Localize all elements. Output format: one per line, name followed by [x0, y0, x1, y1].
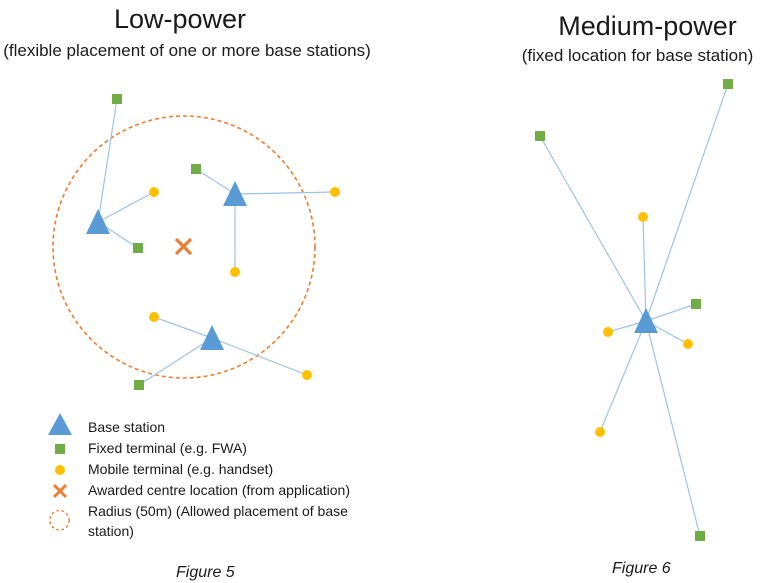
base-station-icon — [48, 413, 72, 435]
mobile-terminal — [330, 187, 340, 197]
legend-item-fixed-terminal: Fixed terminal (e.g. FWA) — [48, 438, 408, 458]
base-station — [634, 308, 658, 333]
medium-power-subtitle: (fixed location for base station) — [521, 46, 754, 65]
legend-item-radius: Radius (50m) (Allowed placement of base … — [48, 501, 378, 541]
medium-power-mobile-terminals — [595, 212, 693, 437]
link — [97, 191, 155, 223]
legend-label: Awarded centre location (from applicatio… — [88, 482, 350, 498]
fixed-terminal — [191, 164, 201, 174]
mobile-terminal — [230, 267, 240, 277]
allowed-placement-radius — [52, 115, 316, 379]
low-power-base-stations — [86, 181, 247, 350]
low-power-fixed-terminals — [112, 94, 201, 390]
base-station — [86, 209, 110, 234]
base-station — [200, 325, 224, 350]
mobile-terminal-icon — [55, 465, 65, 475]
mobile-terminal — [302, 370, 312, 380]
mobile-terminal — [638, 212, 648, 222]
fixed-terminal — [691, 299, 701, 309]
legend-item-mobile-terminal: Mobile terminal (e.g. handset) — [48, 459, 408, 479]
figure-6-caption: Figure 6 — [612, 560, 671, 577]
link — [153, 316, 213, 339]
link — [645, 83, 729, 322]
link — [599, 320, 647, 433]
low-power-links — [97, 98, 336, 386]
legend-label: Fixed terminal (e.g. FWA) — [88, 440, 247, 456]
link — [234, 191, 336, 195]
mobile-terminal — [149, 312, 159, 322]
awarded-centre-icon — [52, 483, 68, 499]
fixed-terminal — [133, 243, 143, 253]
low-power-subtitle: (flexible placement of one or more base … — [3, 41, 371, 60]
fixed-terminal — [112, 94, 122, 104]
legend: Base station Fixed terminal (e.g. FWA) M… — [48, 413, 408, 542]
low-power-title: Low-power — [113, 4, 247, 34]
mobile-terminal — [683, 339, 693, 349]
link — [97, 98, 118, 223]
radius-icon — [49, 509, 70, 531]
link — [138, 337, 213, 386]
link — [645, 320, 701, 537]
link — [645, 303, 697, 322]
legend-item-base-station: Base station — [48, 413, 408, 437]
low-power-mobile-terminals — [149, 187, 340, 380]
link — [211, 337, 308, 376]
figure-5-caption: Figure 5 — [176, 564, 235, 581]
fixed-terminal-icon — [55, 444, 65, 454]
legend-label: Base station — [88, 419, 166, 435]
fixed-terminal — [134, 380, 144, 390]
base-station — [223, 181, 247, 206]
legend-label: Mobile terminal (e.g. handset) — [88, 461, 274, 477]
link — [195, 168, 236, 195]
medium-power-links — [539, 83, 729, 537]
medium-power-fixed-terminals — [535, 79, 733, 541]
link — [642, 216, 647, 322]
mobile-terminal — [149, 187, 159, 197]
link — [539, 135, 647, 322]
medium-power-title: Medium-power — [558, 11, 737, 41]
fixed-terminal — [695, 531, 705, 541]
fixed-terminal — [535, 131, 545, 141]
awarded-centre-marker — [174, 237, 193, 256]
mobile-terminal — [603, 327, 613, 337]
fixed-terminal — [723, 79, 733, 89]
legend-label: Radius (50m) (Allowed placement of base … — [88, 503, 348, 539]
mobile-terminal — [595, 427, 605, 437]
legend-item-awarded-centre: Awarded centre location (from applicatio… — [48, 480, 408, 500]
